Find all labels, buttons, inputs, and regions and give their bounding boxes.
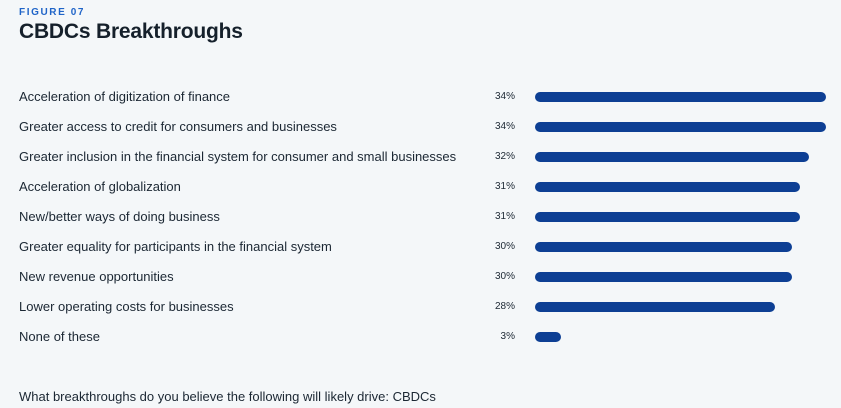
bar-category-label: Acceleration of globalization [19, 179, 181, 194]
bar-track [535, 92, 826, 102]
survey-question: What breakthroughs do you believe the fo… [19, 389, 436, 404]
bar-track [535, 152, 826, 162]
bar-track [535, 242, 826, 252]
bar [535, 152, 809, 162]
bar-row: Greater inclusion in the financial syste… [0, 142, 841, 172]
chart-title: CBDCs Breakthroughs [19, 20, 243, 43]
bar-row: None of these 3% [0, 322, 841, 352]
bar-row: Greater equality for participants in the… [0, 232, 841, 262]
figure-label: FIGURE 07 [19, 7, 86, 18]
bar-track [535, 212, 826, 222]
bar-category-label: None of these [19, 329, 100, 344]
bar [535, 92, 826, 102]
bar [535, 122, 826, 132]
bar-track [535, 272, 826, 282]
bar-row: Acceleration of globalization 31% [0, 172, 841, 202]
bar [535, 242, 792, 252]
bar-row: Greater access to credit for consumers a… [0, 112, 841, 142]
bar [535, 332, 561, 342]
bar-row: New revenue opportunities 30% [0, 262, 841, 292]
bar-track [535, 122, 826, 132]
bar-value-label: 3% [500, 331, 515, 342]
bar-value-label: 28% [494, 301, 515, 312]
bar-value-label: 30% [494, 271, 515, 282]
bar-value-label: 34% [494, 121, 515, 132]
bar-row: New/better ways of doing business 31% [0, 202, 841, 232]
bar-category-label: Greater equality for participants in the… [19, 239, 332, 254]
bar-category-label: Lower operating costs for businesses [19, 299, 234, 314]
bar-value-label: 32% [494, 151, 515, 162]
bar-track [535, 302, 826, 312]
bar-category-label: Greater inclusion in the financial syste… [19, 149, 457, 164]
bar-category-label: New/better ways of doing business [19, 209, 220, 224]
bar-category-label: New revenue opportunities [19, 269, 174, 284]
bar [535, 272, 792, 282]
bar-track [535, 332, 826, 342]
bar-row: Acceleration of digitization of finance 3… [0, 82, 841, 112]
bar [535, 212, 801, 222]
bar-value-label: 34% [494, 91, 515, 102]
bar-value-label: 30% [494, 241, 515, 252]
bar [535, 182, 801, 192]
bar-track [535, 182, 826, 192]
bar-value-label: 31% [494, 211, 515, 222]
bar-chart: Acceleration of digitization of finance 3… [0, 82, 841, 352]
bar-row: Lower operating costs for businesses 28% [0, 292, 841, 322]
bar-value-label: 31% [494, 181, 515, 192]
bar [535, 302, 775, 312]
bar-category-label: Acceleration of digitization of finance [19, 89, 231, 104]
bar-category-label: Greater access to credit for consumers a… [19, 119, 337, 134]
